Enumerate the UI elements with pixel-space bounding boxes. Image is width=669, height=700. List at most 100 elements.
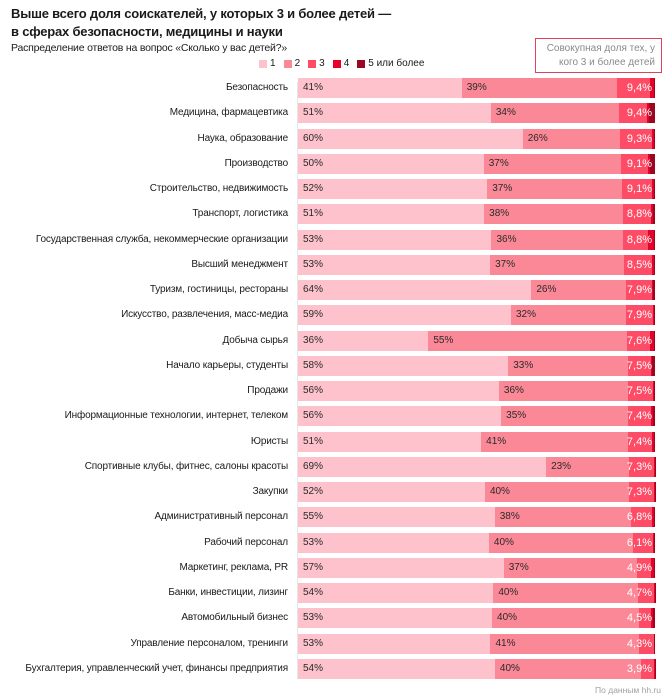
bar-segment-4 <box>647 229 655 250</box>
source-footer: По данным hh.ru <box>595 685 661 695</box>
stacked-bar: 54% 40% 3,9% <box>298 658 656 679</box>
bar-segment-4 <box>653 532 655 553</box>
bar-segment-1 <box>298 532 490 553</box>
category-label: Информационные технологии, интернет, тел… <box>64 410 289 422</box>
bar-segment-4 <box>652 507 655 528</box>
bar-segment-1 <box>298 456 547 477</box>
bar-segment-3 <box>630 507 653 528</box>
category-label: Спортивные клубы, фитнес, салоны красоты <box>84 460 288 472</box>
chart-title-line-1: Выше всего доля соискателей, у которых 3… <box>11 6 392 21</box>
bar-segment-4 <box>652 305 655 326</box>
bar-segment-3 <box>628 381 654 401</box>
bar-row: Безопасность 41% 39% 9,4% <box>0 78 669 98</box>
cumulative-3-plus-label: 8,5% <box>626 258 652 271</box>
category-label: Государственная служба, некоммерческие о… <box>35 233 288 245</box>
bar-segment-5-или-более <box>654 507 656 528</box>
segment-1-value-label: 53% <box>303 233 324 245</box>
cumulative-3-plus-label: 6,1% <box>626 536 652 549</box>
segment-1-value-label: 52% <box>303 486 324 497</box>
legend: 1 2 3 4 5 или более <box>259 58 424 70</box>
category-label: Медицина, фармацевтика <box>169 107 288 119</box>
segment-2-value-label: 40% <box>489 486 510 497</box>
category-label: Банки, инвестиции, лизинг <box>168 587 288 598</box>
stacked-bar: 52% 40% 7,3% <box>298 482 656 502</box>
bar-row: Транспорт, логистика 51% 38% 8,8% <box>0 204 669 225</box>
bar-segment-2 <box>490 254 625 275</box>
bar-segment-2 <box>494 507 631 528</box>
bar-segment-3 <box>622 204 651 225</box>
bar-segment-3 <box>628 482 655 502</box>
bar-segment-1 <box>298 153 485 174</box>
bar-row: Туризм, гостиницы, рестораны 64% 26% 7,9% <box>0 280 669 300</box>
bar-row: Рабочий персонал 53% 40% 6,1% <box>0 532 669 553</box>
segment-2-value-label: 38% <box>489 208 510 220</box>
bar-segment-1 <box>298 482 486 502</box>
segment-1-value-label: 64% <box>303 284 324 295</box>
bar-segment-3 <box>638 583 655 603</box>
segment-1-value-label: 52% <box>303 183 324 194</box>
bar-segment-1 <box>298 305 512 326</box>
segment-1-value-label: 60% <box>303 132 324 144</box>
bar-segment-2 <box>494 658 642 679</box>
segment-2-value-label: 41% <box>495 637 516 649</box>
segment-1-value-label: 51% <box>303 107 324 119</box>
bar-segment-2 <box>531 280 627 300</box>
cumulative-3-plus-label: 3,9% <box>626 662 652 675</box>
bar-segment-4 <box>651 128 655 149</box>
segment-1-value-label: 56% <box>303 385 324 396</box>
cumulative-3-plus-label: 8,8% <box>626 208 652 221</box>
segment-1-value-label: 56% <box>303 410 324 422</box>
bar-segment-4 <box>653 456 655 477</box>
bar-segment-3 <box>624 254 653 275</box>
segment-2-value-label: 41% <box>486 435 507 447</box>
bar-segment-1 <box>298 406 502 427</box>
bar-segment-5-или-более <box>653 608 656 629</box>
legend-swatch-3 <box>308 60 317 68</box>
bar-segment-5-или-более <box>653 254 656 275</box>
cumulative-3-plus-label: 7,5% <box>626 359 652 372</box>
cumulative-3-plus-label: 7,4% <box>626 435 652 448</box>
cumulative-3-plus-label: 7,9% <box>626 309 652 322</box>
bar-row: Административный персонал 55% 38% 6,8% <box>0 507 669 528</box>
legend-item-1: 1 <box>259 58 276 70</box>
bar-segment-4 <box>650 204 654 225</box>
bar-segment-1 <box>298 583 494 603</box>
stacked-bar: 51% 41% 7,4% <box>298 431 656 452</box>
bar-segment-4 <box>651 254 655 275</box>
legend-label-5: 5 или более <box>368 58 425 69</box>
segment-1-value-label: 59% <box>303 309 324 321</box>
category-label: Туризм, гостиницы, рестораны <box>149 284 288 295</box>
bar-segment-5-или-более <box>653 305 656 326</box>
bar-segment-1 <box>298 204 485 225</box>
bar-segment-1 <box>298 103 492 124</box>
bar-segment-4 <box>653 482 655 502</box>
stacked-bar: 53% 40% 6,1% <box>298 532 656 553</box>
legend-label-3: 3 <box>319 58 325 69</box>
bar-row: Производство 50% 37% 9,1% <box>0 153 669 174</box>
bar-row: Высший менеджмент 53% 37% 8,5% <box>0 254 669 275</box>
segment-1-value-label: 55% <box>303 511 324 523</box>
segment-2-value-label: 26% <box>536 284 557 295</box>
bar-segment-4 <box>652 280 654 300</box>
bar-row: Бухгалтерия, управленческий учет, финанс… <box>0 658 669 679</box>
segment-2-value-label: 37% <box>495 258 516 270</box>
bar-segment-2 <box>493 583 639 603</box>
bar-row: Государственная служба, некоммерческие о… <box>0 229 669 250</box>
bar-segment-4 <box>652 381 655 401</box>
cumulative-3-plus-label: 7,9% <box>626 284 652 296</box>
bar-segment-3 <box>620 128 652 149</box>
stacked-bar: 54% 40% 4,7% <box>298 583 656 603</box>
legend-swatch-1 <box>259 60 267 68</box>
category-label: Производство <box>224 157 289 169</box>
bar-segment-1 <box>298 254 491 275</box>
bar-segment-3 <box>626 305 654 326</box>
segment-1-value-label: 69% <box>303 460 324 472</box>
bar-segment-5-или-более <box>653 204 656 225</box>
segment-1-value-label: 57% <box>303 561 324 573</box>
stacked-bar: 56% 35% 7,4% <box>298 406 656 427</box>
bar-segment-5-или-более <box>654 532 656 553</box>
bar-segment-1 <box>298 557 505 578</box>
category-label: Транспорт, логистика <box>192 208 288 220</box>
bar-segment-4 <box>651 608 654 629</box>
cumulative-3-plus-label: 6,8% <box>626 511 652 524</box>
